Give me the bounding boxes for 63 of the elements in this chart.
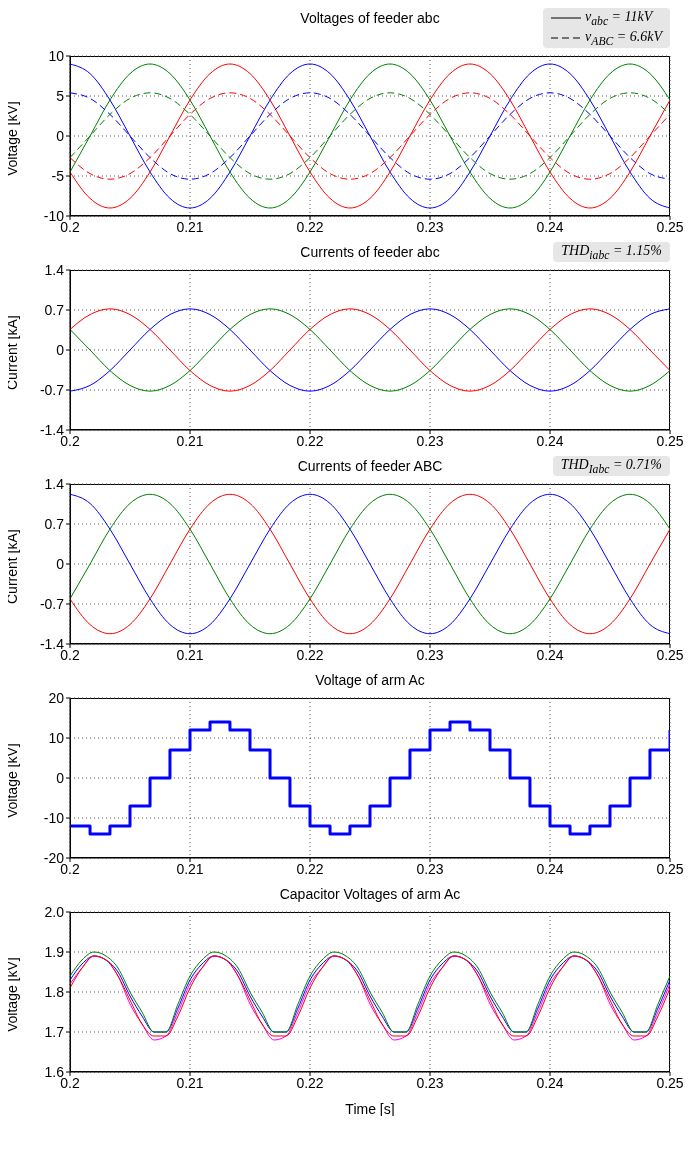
- text: THD$_{Iabc}$ = 0.71%: [560, 456, 662, 476]
- x-tick-label: 0.25: [656, 1074, 684, 1091]
- x-tick-label: 0.25: [656, 860, 684, 877]
- x-tick-label: 0.21: [176, 432, 204, 449]
- y-tick-label: 10: [48, 729, 65, 746]
- y-tick-label: -0.7: [39, 595, 65, 612]
- y-tick-label: 0: [56, 555, 65, 572]
- y-tick-label: -0.7: [39, 381, 65, 398]
- x-tick-label: 0.23: [416, 218, 444, 235]
- line-series: [70, 308, 670, 392]
- y-tick-label: 0: [56, 769, 65, 786]
- chart-title: Voltage of arm Ac: [314, 671, 426, 690]
- y-tick-label: 2.0: [44, 903, 65, 920]
- x-tick-label: 0.22: [296, 860, 324, 877]
- text: THD$_{iabc}$ = 1.15%: [561, 242, 662, 262]
- y-tick-label: 1.8: [44, 983, 65, 1000]
- x-tick-label: 0.22: [296, 218, 324, 235]
- chart-title: Capacitor Voltages of arm Ac: [278, 885, 462, 904]
- x-tick-label: 0.21: [176, 218, 204, 235]
- x-tick-label: 0.24: [536, 1074, 564, 1091]
- y-tick-label: 0: [56, 127, 65, 144]
- text: v$_{abc}$ = 11kV: [585, 8, 653, 28]
- y-tick-label: 1.4: [44, 475, 65, 492]
- x-tick-label: 0.21: [176, 1074, 204, 1091]
- y-tick-label: 0.7: [44, 515, 65, 532]
- y-tick-label: -5: [51, 167, 65, 184]
- x-tick-label: 0.21: [176, 860, 204, 877]
- x-tick-label: 0.25: [656, 218, 684, 235]
- y-tick-label: 1.9: [44, 943, 65, 960]
- line-series: [70, 493, 670, 635]
- x-tick-label: 0.22: [296, 646, 324, 663]
- y-tick-label: -1.4: [39, 635, 65, 652]
- y-tick-label: 0: [56, 341, 65, 358]
- x-tick-label: 0.25: [656, 432, 684, 449]
- x-tick-label: 0.22: [296, 1074, 324, 1091]
- x-tick-label: 0.24: [536, 432, 564, 449]
- x-tick-label: 0.21: [176, 646, 204, 663]
- y-tick-label: 10: [48, 47, 65, 64]
- x-tick-label: 0.24: [536, 218, 564, 235]
- y-tick-label: 5: [56, 87, 65, 104]
- y-tick-label: 20: [48, 689, 65, 706]
- x-tick-label: 0.23: [416, 1074, 444, 1091]
- chart-title: Currents of feeder abc: [300, 244, 440, 260]
- y-tick-label: 0.7: [44, 301, 65, 318]
- y-tick-label: -10: [43, 809, 65, 826]
- text: v$_{ABC}$ = 6.6kV: [585, 28, 662, 48]
- x-tick-label: 0.22: [296, 432, 324, 449]
- y-tick-label: -1.4: [39, 421, 65, 438]
- x-tick-label: 0.25: [656, 646, 684, 663]
- y-tick-label: 1.4: [44, 261, 65, 278]
- y-tick-label: -20: [43, 849, 65, 866]
- chart-title: Voltages of feeder abc: [300, 10, 440, 26]
- x-tick-label: 0.23: [416, 432, 444, 449]
- x-tick-label: 0.23: [416, 860, 444, 877]
- y-tick-label: 1.7: [44, 1023, 65, 1040]
- x-tick-label: 0.23: [416, 646, 444, 663]
- x-tick-label: 0.24: [536, 646, 564, 663]
- y-tick-label: -10: [43, 207, 65, 224]
- line-series: [70, 63, 670, 209]
- y-tick-label: 1.6: [44, 1063, 65, 1080]
- x-axis-title: Time [s]: [345, 1101, 395, 1117]
- chart-title: Currents of feeder ABC: [297, 458, 443, 474]
- x-tick-label: 0.24: [536, 860, 564, 877]
